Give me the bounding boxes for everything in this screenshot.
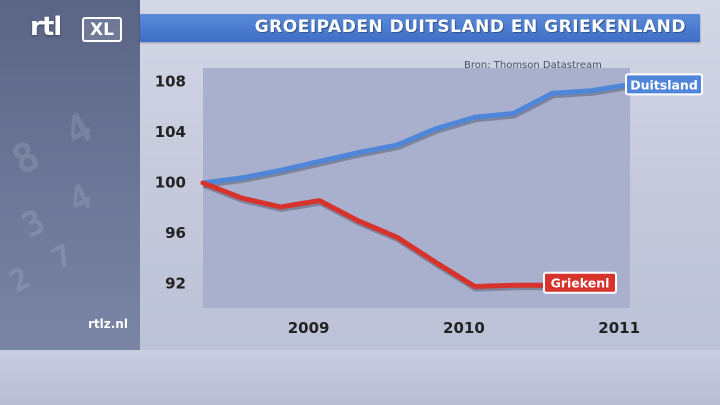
x-tick-label: 2011 [598, 319, 640, 337]
x-tick-label: 2009 [288, 319, 330, 337]
left-decor-panel: 8 4 3 4 2 7 [0, 0, 140, 350]
source-label: Bron: Thomson Datastream [464, 60, 602, 71]
plot-area [203, 68, 630, 308]
x-tick-label: 2010 [443, 319, 485, 337]
y-tick-label: 96 [165, 224, 186, 242]
bottom-band [0, 350, 720, 405]
series-label-box [625, 73, 703, 96]
y-tick-label: 100 [155, 174, 186, 192]
y-tick-label: 92 [165, 275, 186, 293]
series-label: Duitsland [630, 77, 698, 92]
series-label-box [543, 271, 617, 294]
y-tick-label: 108 [155, 73, 186, 91]
rtl-xl-logo: rtl XL [30, 12, 130, 42]
logo-xl-badge: XL [82, 17, 122, 42]
logo-rtl-text: rtl [30, 12, 62, 42]
series-line [200, 81, 633, 186]
title-banner: GROEIPADEN DUITSLAND EN GRIEKENLAND [140, 14, 700, 42]
y-tick-label: 104 [155, 123, 186, 141]
series-label: Griekenl [551, 276, 610, 291]
site-url-label: rtlz.nl [88, 317, 128, 331]
chart-title: GROEIPADEN DUITSLAND EN GRIEKENLAND [254, 17, 686, 37]
series-line [200, 180, 594, 290]
